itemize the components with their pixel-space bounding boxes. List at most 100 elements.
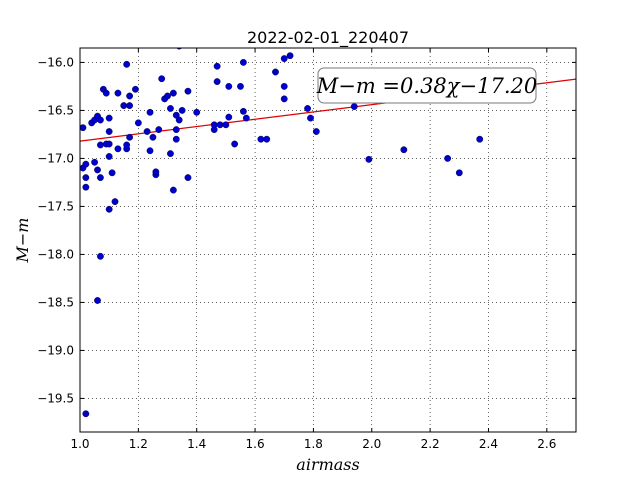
x-tick-label: 1.4: [187, 437, 206, 451]
data-point: [476, 135, 484, 143]
data-point: [102, 89, 110, 97]
data-point: [280, 55, 288, 62]
y-tick-label: −17.5: [37, 199, 74, 213]
data-point: [350, 103, 358, 110]
data-point: [239, 107, 247, 115]
y-axis-label: M−m: [13, 218, 32, 264]
data-point: [146, 147, 154, 155]
data-point: [167, 105, 174, 112]
data-point: [132, 85, 139, 93]
data-point: [455, 169, 463, 177]
data-point: [257, 135, 265, 143]
data-point: [105, 114, 113, 122]
data-point: [91, 158, 98, 166]
data-point: [123, 60, 131, 68]
x-tick-label: 2.0: [362, 437, 381, 451]
data-point: [272, 68, 279, 76]
data-point: [239, 59, 247, 66]
data-point: [134, 119, 142, 127]
data-point: [172, 135, 180, 143]
x-tick-label: 1.0: [70, 437, 89, 451]
data-point: [213, 62, 221, 70]
data-point: [143, 128, 151, 135]
data-point: [94, 166, 101, 174]
data-point: [225, 113, 233, 121]
x-axis-label: airmass: [296, 455, 359, 474]
data-point: [82, 410, 90, 418]
data-point: [286, 52, 294, 60]
annotation-box: [317, 67, 537, 104]
data-point: [280, 95, 288, 103]
x-tick-label: 2.2: [421, 437, 440, 451]
data-point: [105, 128, 113, 135]
x-tick-label: 2.4: [479, 437, 498, 451]
data-point: [164, 92, 171, 100]
x-tick-label: 1.6: [246, 437, 265, 451]
data-point: [172, 126, 180, 134]
data-point: [222, 121, 230, 129]
data-point: [400, 146, 408, 154]
data-point: [114, 89, 122, 97]
data-point: [263, 135, 271, 143]
data-point: [105, 205, 113, 213]
data-point: [123, 141, 131, 149]
annotation-text: M−m =0.38χ−17.20: [316, 74, 537, 98]
data-point: [175, 116, 183, 124]
data-point: [444, 154, 452, 162]
x-tick-label: 2.6: [537, 437, 556, 451]
data-point: [304, 105, 311, 112]
data-point: [97, 174, 104, 182]
data-point: [184, 87, 192, 95]
chart-title: 2022-02-01_220407: [247, 28, 409, 48]
data-point: [280, 83, 288, 90]
y-tick-label: −16.5: [37, 103, 74, 117]
data-point: [184, 174, 192, 182]
axis-ticks: 1.0 1.2 1.4 1.6 1.8 2.0 2.2 2.4 2.6 −16.0 −16.5 −17…: [37, 48, 576, 451]
x-tick-label: 1.8: [304, 437, 323, 451]
data-point: [158, 75, 166, 83]
data-point: [146, 108, 154, 116]
data-point: [169, 186, 177, 194]
data-point: [193, 108, 201, 116]
data-point: [213, 78, 221, 86]
data-point: [225, 83, 233, 90]
data-point: [97, 116, 104, 124]
y-tick-label: −18.0: [37, 247, 74, 261]
data-point: [120, 102, 128, 110]
data-point: [312, 128, 320, 135]
data-point: [152, 168, 160, 176]
data-point: [307, 114, 314, 122]
data-point: [82, 174, 90, 182]
data-point: [149, 133, 157, 141]
fit-annotation: M−m =0.38χ−17.20: [316, 67, 537, 104]
data-point: [111, 198, 119, 206]
y-tick-label: −19.5: [37, 391, 74, 405]
data-point: [105, 153, 113, 160]
data-point: [114, 145, 122, 153]
y-tick-label: −17.0: [37, 151, 74, 165]
y-tick-label: −18.5: [37, 295, 74, 309]
data-point: [216, 121, 224, 129]
data-point: [242, 114, 250, 122]
y-tick-label: −19.0: [37, 343, 74, 357]
data-point: [126, 102, 134, 110]
data-point: [167, 150, 174, 158]
data-point: [365, 155, 373, 163]
x-tick-label: 1.2: [129, 437, 148, 451]
data-point: [231, 140, 239, 148]
data-point: [82, 183, 90, 191]
data-point: [210, 121, 218, 129]
data-point: [97, 141, 104, 149]
data-point: [97, 252, 104, 260]
data-point: [126, 92, 134, 100]
data-point: [178, 107, 186, 114]
data-point: [126, 133, 134, 141]
data-point: [155, 126, 163, 134]
data-point: [80, 124, 87, 132]
data-point: [105, 140, 113, 148]
plot-frame: [79, 47, 577, 433]
data-point: [169, 89, 177, 97]
data-point: [237, 83, 244, 90]
data-point: [94, 297, 101, 304]
